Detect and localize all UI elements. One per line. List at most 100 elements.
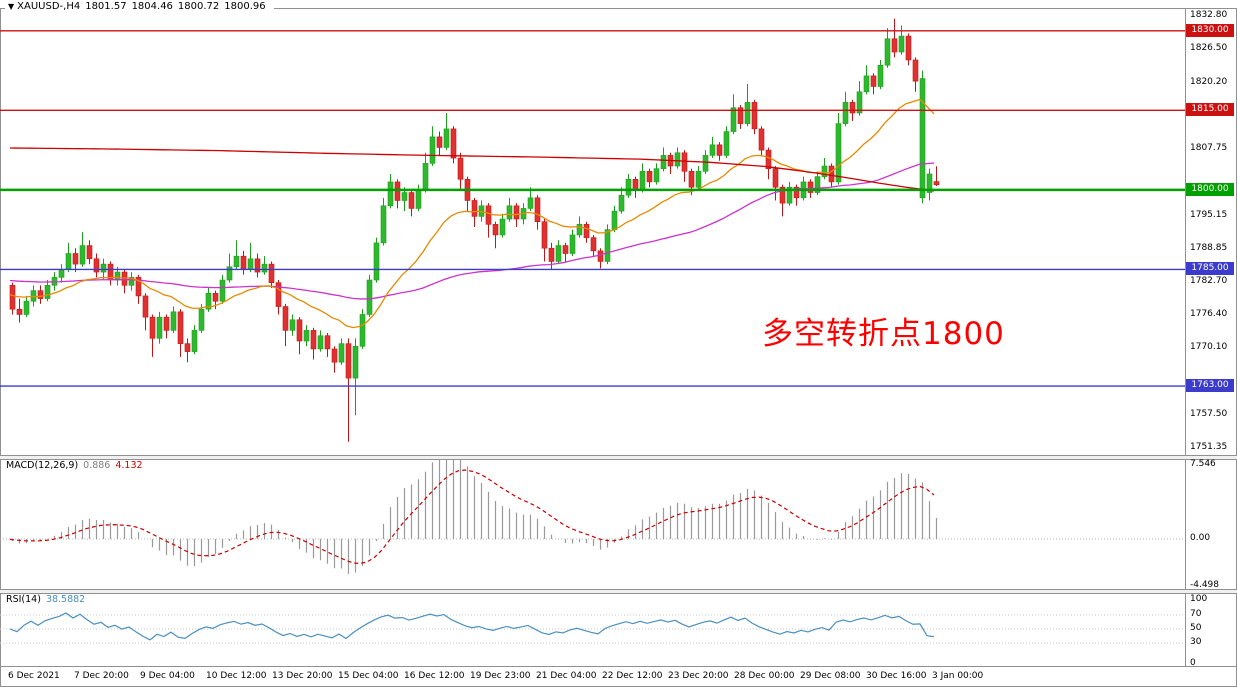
chevron-down-icon[interactable]: ▼ xyxy=(8,2,15,11)
candle-body xyxy=(912,59,919,82)
candle-body xyxy=(506,205,513,220)
candle-body xyxy=(324,335,331,350)
candle-body xyxy=(471,200,478,217)
candle-body xyxy=(562,245,569,254)
candle-body xyxy=(618,194,625,212)
candle-body xyxy=(247,258,254,270)
candle-body xyxy=(814,176,821,193)
candle-body xyxy=(429,136,436,164)
candle-body xyxy=(149,316,156,339)
candle-body xyxy=(786,186,793,204)
candle-body xyxy=(9,285,16,310)
candle-body xyxy=(86,245,93,260)
macd-tick-label: 7.546 xyxy=(1190,459,1216,469)
candle-body xyxy=(128,277,135,286)
ma-slow-line xyxy=(9,147,935,192)
rsi-tick-label: 0 xyxy=(1190,658,1196,668)
ma-fast-line xyxy=(9,98,935,329)
candle-body xyxy=(828,165,835,183)
candle-body xyxy=(443,128,450,148)
candle-body xyxy=(16,308,23,315)
chart-annotation-text[interactable]: 多空转折点1800 xyxy=(762,316,1005,352)
candle-body xyxy=(289,319,296,331)
candle-body xyxy=(513,205,520,220)
panel-splitter-macd[interactable] xyxy=(0,455,1237,460)
candle-body xyxy=(863,75,870,93)
candle-body xyxy=(142,295,149,318)
candle-body xyxy=(303,330,310,342)
candle-body xyxy=(191,330,198,352)
candle-body xyxy=(674,152,681,167)
candle-body xyxy=(821,165,828,177)
price-tick-label: 1820.20 xyxy=(1190,76,1228,87)
candle-body xyxy=(702,155,709,172)
candle-body xyxy=(261,263,268,273)
candle-body xyxy=(611,210,618,230)
candle-body xyxy=(548,247,555,262)
candle-body xyxy=(317,335,324,350)
price-axis[interactable]: 1832.80 1826.50 1820.20 1807.75 1795.15 1788.… xyxy=(1186,0,1237,668)
candle-body xyxy=(751,102,758,130)
candle-body xyxy=(891,38,898,53)
candle-body xyxy=(233,255,240,268)
candle-body xyxy=(450,128,457,159)
time-tick-label: 19 Dec 23:00 xyxy=(470,671,531,681)
time-tick-label: 28 Dec 00:00 xyxy=(734,671,795,681)
rsi-value: 38.5882 xyxy=(45,594,86,605)
time-tick-label: 29 Dec 08:00 xyxy=(800,671,861,681)
rsi-name: RSI(14) xyxy=(6,594,41,605)
price-tick-label: 1782.70 xyxy=(1190,275,1228,286)
low-value: 1800.72 xyxy=(177,1,220,12)
candle-body xyxy=(37,290,44,299)
time-axis[interactable]: 6 Dec 2021 7 Dec 20:00 9 Dec 04:00 10 Dec 1… xyxy=(0,667,1237,688)
macd-tick-label: -4.498 xyxy=(1190,580,1220,590)
candle-body xyxy=(695,171,702,188)
candle-body xyxy=(625,178,632,196)
time-tick-label: 10 Dec 12:00 xyxy=(206,671,267,681)
price-tick-label: 1826.50 xyxy=(1190,43,1228,54)
high-value: 1804.46 xyxy=(131,1,173,12)
candle-body xyxy=(660,155,667,169)
time-tick-label: 16 Dec 12:00 xyxy=(404,671,465,681)
price-tick-label: 1776.40 xyxy=(1190,309,1228,319)
candle-body xyxy=(793,186,800,199)
candle-body xyxy=(394,181,401,201)
candle-body xyxy=(730,107,737,132)
candle-body xyxy=(492,224,499,236)
candle-body xyxy=(807,181,814,193)
macd-name: MACD(12,26,9) xyxy=(6,460,79,471)
candle-body xyxy=(919,78,926,199)
candle-body xyxy=(639,171,646,191)
candle-body xyxy=(737,107,744,124)
candle-body xyxy=(772,168,779,188)
candle-body xyxy=(758,128,765,151)
candle-body xyxy=(779,186,786,204)
candle-body xyxy=(163,316,170,331)
price-tick-label: 1757.50 xyxy=(1190,409,1228,420)
candle-body xyxy=(100,263,107,273)
candle-body xyxy=(205,292,212,310)
time-tick-label: 9 Dec 04:00 xyxy=(140,671,195,681)
candle-body xyxy=(933,181,940,186)
candle-body xyxy=(744,102,751,124)
price-tick-label: 1807.75 xyxy=(1190,142,1228,153)
candle-body xyxy=(156,316,163,339)
candle-body xyxy=(310,330,317,350)
candle-body xyxy=(23,300,30,315)
rsi-tick-label: 50 xyxy=(1190,623,1202,633)
candle-body xyxy=(709,144,716,156)
chart-title: ▼ XAUUSD-,H4 1801.57 1804.46 1800.72 1800.96 xyxy=(5,1,274,12)
panel-splitter-rsi[interactable] xyxy=(0,589,1237,594)
candle-body xyxy=(870,75,877,87)
candle-body xyxy=(457,157,464,180)
time-tick-label: 23 Dec 20:00 xyxy=(668,671,729,681)
rsi-indicator-label: RSI(14) 38.5882 xyxy=(6,594,85,605)
candle-body xyxy=(646,171,653,183)
candle-body xyxy=(527,197,534,209)
candle-body xyxy=(352,345,359,379)
candle-body xyxy=(401,192,408,201)
candle-body xyxy=(590,237,597,252)
candle-body xyxy=(415,189,422,209)
